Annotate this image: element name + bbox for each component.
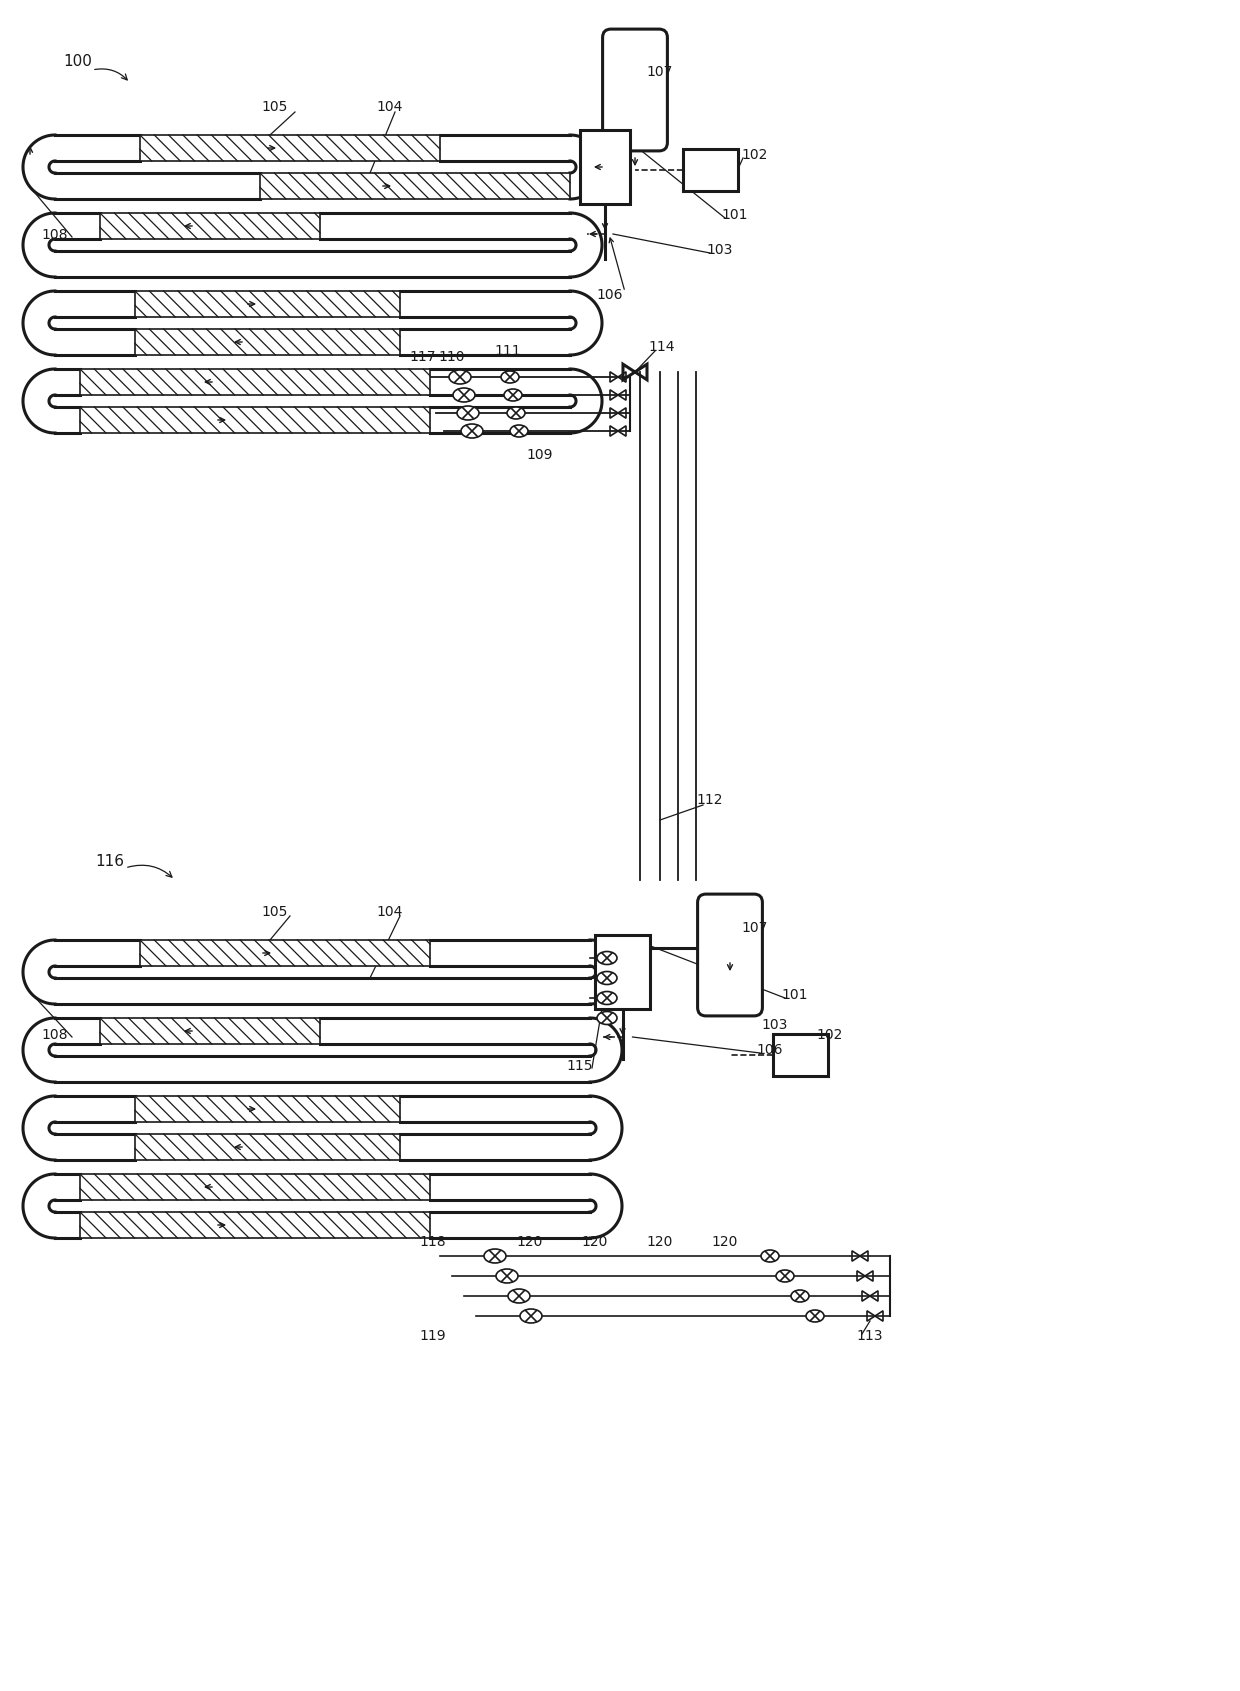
Text: 103: 103 — [707, 244, 733, 257]
Text: 113: 113 — [857, 1329, 883, 1343]
Ellipse shape — [596, 991, 618, 1004]
Bar — [81, 369, 430, 396]
Text: 108: 108 — [42, 228, 68, 242]
Text: 108: 108 — [42, 1028, 68, 1042]
Bar — [682, 149, 738, 191]
Bar — [135, 330, 401, 355]
Text: 100: 100 — [63, 54, 93, 69]
Ellipse shape — [449, 370, 471, 384]
Ellipse shape — [520, 1309, 542, 1322]
Text: 105: 105 — [262, 100, 288, 113]
Text: 103: 103 — [761, 1018, 789, 1032]
Text: 102: 102 — [742, 149, 769, 162]
Text: 102: 102 — [817, 1028, 843, 1042]
Text: 106: 106 — [596, 287, 624, 303]
Text: 107: 107 — [742, 922, 769, 935]
Ellipse shape — [596, 1011, 618, 1025]
Bar — [135, 291, 401, 316]
Ellipse shape — [461, 424, 484, 438]
Text: 104: 104 — [377, 100, 403, 113]
Text: 114: 114 — [649, 340, 676, 353]
Text: 101: 101 — [781, 988, 808, 1003]
Ellipse shape — [761, 1250, 779, 1261]
Text: 112: 112 — [697, 793, 723, 807]
Text: 101: 101 — [722, 208, 748, 222]
Bar — [100, 213, 320, 238]
Ellipse shape — [501, 370, 520, 382]
Ellipse shape — [596, 972, 618, 984]
Ellipse shape — [791, 1290, 808, 1302]
Ellipse shape — [453, 387, 475, 402]
Ellipse shape — [510, 424, 528, 436]
Ellipse shape — [503, 389, 522, 401]
Ellipse shape — [458, 406, 479, 419]
Bar — [100, 1018, 320, 1043]
Bar — [595, 935, 650, 1010]
Text: 107: 107 — [647, 64, 673, 79]
Text: 104: 104 — [377, 905, 403, 918]
Text: 111: 111 — [495, 343, 521, 358]
Ellipse shape — [806, 1311, 825, 1322]
Text: 120: 120 — [517, 1234, 543, 1250]
Bar — [580, 130, 630, 205]
Ellipse shape — [508, 1289, 529, 1304]
Text: 120: 120 — [582, 1234, 608, 1250]
Text: 105: 105 — [262, 905, 288, 918]
Bar — [81, 1212, 430, 1238]
Text: 110: 110 — [439, 350, 465, 364]
Text: 117: 117 — [409, 350, 436, 364]
Bar — [140, 135, 440, 161]
Text: 120: 120 — [712, 1234, 738, 1250]
Text: 119: 119 — [419, 1329, 446, 1343]
Text: 116: 116 — [95, 854, 124, 869]
Ellipse shape — [776, 1270, 794, 1282]
FancyBboxPatch shape — [603, 29, 667, 150]
Text: 118: 118 — [419, 1234, 446, 1250]
Bar — [81, 408, 430, 433]
Bar — [773, 1033, 827, 1075]
Text: 115: 115 — [567, 1059, 593, 1074]
Ellipse shape — [596, 952, 618, 964]
Bar — [135, 1096, 401, 1123]
Bar — [81, 1174, 430, 1201]
Bar — [135, 1135, 401, 1160]
Bar — [140, 940, 430, 966]
Text: 120: 120 — [647, 1234, 673, 1250]
Ellipse shape — [484, 1250, 506, 1263]
Ellipse shape — [496, 1268, 518, 1283]
Text: 106: 106 — [756, 1043, 784, 1057]
Text: 109: 109 — [527, 448, 553, 462]
Ellipse shape — [507, 408, 525, 419]
Bar — [260, 172, 570, 200]
FancyBboxPatch shape — [698, 895, 763, 1016]
